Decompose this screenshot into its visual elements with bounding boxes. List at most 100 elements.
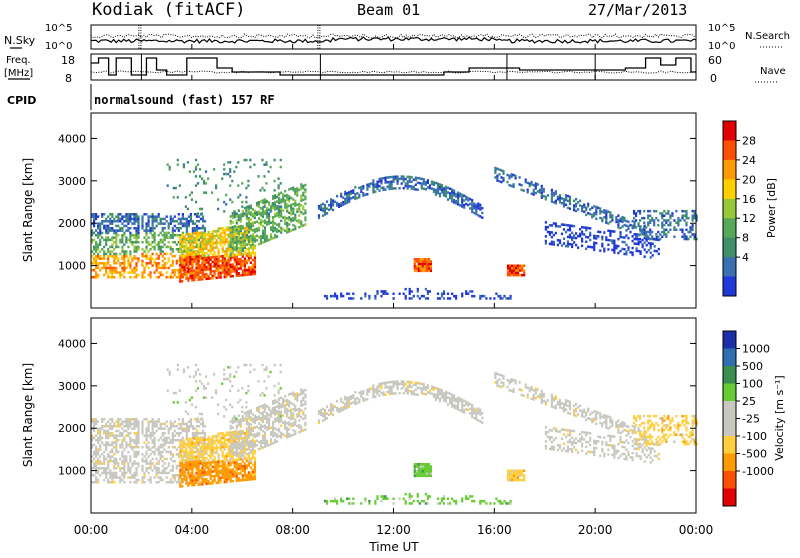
power-cell (685, 236, 687, 239)
power-cell (201, 236, 203, 239)
velocity-cell (234, 430, 236, 433)
velocity-cell (156, 423, 158, 426)
power-cell (656, 238, 658, 241)
velocity-cell (150, 467, 152, 470)
power-cell (413, 188, 415, 191)
velocity-cell (272, 430, 274, 433)
power-cell (435, 191, 437, 194)
velocity-cell (119, 446, 121, 449)
velocity-cell (286, 427, 288, 430)
power-cell (567, 243, 569, 246)
power-cell (115, 215, 117, 218)
velocity-cell (145, 430, 147, 433)
velocity-cell (212, 480, 214, 483)
power-cell (201, 234, 203, 237)
velocity-cell (272, 435, 274, 438)
velocity-cell (97, 458, 99, 461)
power-cell (669, 215, 671, 218)
power-cell (500, 169, 502, 172)
power-cell (443, 187, 445, 190)
power-cell (95, 271, 97, 274)
velocity-cell (185, 461, 187, 464)
power-cell (125, 239, 127, 242)
power-cell (143, 213, 145, 216)
velocity-cell (208, 459, 210, 462)
power-cell (517, 265, 519, 268)
velocity-cell (262, 418, 264, 421)
power-cell (241, 205, 243, 208)
velocity-cell (133, 425, 135, 428)
velocity-cell (230, 458, 232, 461)
velocity-cell (205, 466, 207, 469)
power-cell (302, 185, 304, 188)
power-cell (152, 236, 154, 239)
power-cell (342, 196, 344, 199)
power-cell (232, 242, 234, 245)
power-cell (348, 193, 350, 196)
power-cell (245, 159, 247, 162)
power-cell (248, 257, 250, 260)
power-cell (195, 251, 197, 254)
velocity-cell (240, 425, 242, 428)
power-cell (246, 260, 248, 263)
power-cell (196, 229, 198, 232)
power-cell (183, 266, 185, 269)
velocity-cell (195, 406, 197, 409)
velocity-cell (304, 407, 306, 410)
velocity-cell (216, 470, 218, 473)
power-cell (111, 213, 113, 216)
velocity-cell (266, 414, 268, 417)
velocity-cell (254, 422, 256, 425)
velocity-cell (113, 453, 115, 456)
power-cell (156, 220, 158, 223)
power-cell (113, 267, 115, 270)
velocity-cell (304, 394, 306, 397)
power-cell (561, 233, 563, 236)
velocity-cell (248, 431, 250, 434)
power-cell (143, 267, 145, 270)
power-cell (360, 188, 362, 191)
power-cell (517, 272, 519, 275)
velocity-cell (252, 418, 254, 421)
velocity-cell (192, 432, 194, 435)
velocity-cell (254, 433, 256, 436)
power-cell (362, 194, 364, 197)
power-cell (185, 233, 187, 236)
velocity-cell (254, 417, 256, 420)
power-cell (294, 200, 296, 203)
power-cell (422, 267, 424, 270)
velocity-cell (228, 445, 230, 448)
power-cell (191, 277, 193, 280)
power-cell (475, 208, 477, 211)
power-cell (663, 224, 665, 227)
power-cell (563, 200, 565, 203)
power-cell (119, 239, 121, 242)
power-cell (198, 227, 200, 230)
velocity-cell (246, 460, 248, 463)
power-cell (246, 218, 248, 221)
velocity-cell (174, 434, 176, 437)
power-cell (274, 215, 276, 218)
power-cell (145, 225, 147, 228)
velocity-cell (248, 474, 250, 477)
power-cell (232, 252, 234, 255)
velocity-cell (194, 432, 196, 435)
velocity-cell (121, 460, 123, 463)
velocity-cell (268, 406, 270, 409)
power-cell (298, 210, 300, 213)
power-cell (252, 243, 254, 246)
power-cell (382, 293, 384, 296)
velocity-cell (218, 481, 220, 484)
power-cell (685, 229, 687, 232)
power-cell (125, 255, 127, 258)
power-cell (232, 233, 234, 236)
power-cell (479, 297, 481, 300)
velocity-cell (216, 461, 218, 464)
velocity-cell (203, 396, 205, 399)
velocity-cell (288, 424, 290, 427)
velocity-cell (284, 407, 286, 410)
velocity-cell (191, 463, 193, 466)
velocity-cell (205, 438, 207, 441)
power-cell (669, 222, 671, 225)
velocity-cell (127, 476, 129, 479)
